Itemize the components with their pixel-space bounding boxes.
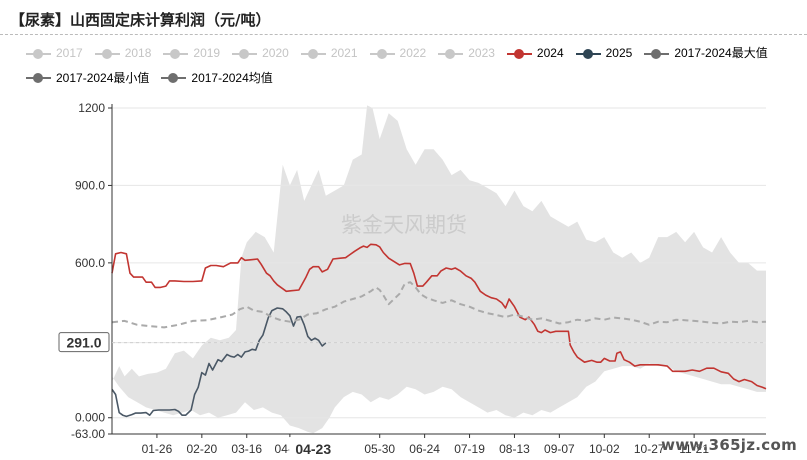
legend-label: 2024: [536, 46, 564, 60]
legend-label: 2018: [124, 46, 152, 60]
legend-swatch-icon: [369, 48, 395, 59]
chart-legend: 2017 2018 2019 2020 2021 2022 2023 2024 2025 2017…: [26, 42, 796, 91]
legend-swatch-icon: [161, 73, 187, 83]
title-divider: [0, 34, 807, 35]
x-tick-label: 03-16: [231, 442, 262, 456]
x-tick-label: 02-20: [186, 442, 217, 456]
legend-item-2025[interactable]: 2025: [575, 42, 633, 65]
legend-item-2019[interactable]: 2019: [163, 42, 220, 65]
legend-swatch-icon: [26, 73, 51, 83]
legend-item-2017-2024最小值[interactable]: 2017-2024最小值: [26, 67, 149, 90]
x-cursor-box: [289, 437, 338, 459]
legend-swatch-icon: [438, 48, 464, 59]
y-tick-label: 900.0: [75, 178, 105, 192]
x-tick-label: 08-13: [499, 442, 530, 456]
legend-swatch-icon: [232, 48, 258, 59]
x-tick-label: 05-30: [364, 442, 395, 456]
y-tick-label: -63.00: [71, 427, 105, 441]
y-tick-label: 1200: [78, 101, 105, 115]
x-tick-label: 10-02: [589, 442, 620, 456]
series-line-2025: [111, 307, 327, 418]
y-cursor-box: [58, 332, 110, 353]
legend-swatch-icon: [300, 48, 326, 59]
x-tick-label: 11-21: [679, 442, 709, 456]
legend-item-2017-2024最大值[interactable]: 2017-2024最大值: [644, 42, 768, 65]
legend-label: 2017-2024最大值: [674, 46, 768, 60]
y-cursor-label: 291.0: [66, 335, 101, 351]
source-url: www.365jz.com: [661, 436, 797, 454]
legend-item-2021[interactable]: 2021: [300, 42, 358, 65]
legend-swatch-icon: [644, 48, 670, 59]
legend-item-2022[interactable]: 2022: [369, 42, 427, 65]
x-tick-label: 06-24: [409, 442, 440, 456]
legend-item-2023[interactable]: 2023: [438, 42, 495, 65]
legend-swatch-icon: [506, 48, 532, 59]
x-tick-label: 07-19: [454, 442, 485, 456]
legend-swatch-icon: [163, 48, 189, 59]
legend-swatch-icon: [26, 48, 51, 59]
legend-swatch-icon: [94, 48, 120, 59]
min-max-band-layer: [112, 105, 766, 434]
legend-label: 2017-2024均值: [191, 70, 273, 85]
x-cursor-label: 04-23: [295, 441, 331, 457]
chart-title: 【尿素】山西固定床计算利润（元/吨）: [10, 11, 271, 29]
watermark: 紫金天风期货: [341, 213, 467, 237]
y-tick-label: 600.0: [75, 256, 105, 270]
legend-label: 2019: [193, 46, 221, 60]
x-tick-label: 10-27: [634, 442, 665, 456]
legend-label: 2017-2024最小值: [56, 70, 150, 85]
legend-label: 2017: [56, 46, 83, 60]
legend-item-2017-2024均值[interactable]: 2017-2024均值: [161, 67, 273, 90]
legend-item-2024[interactable]: 2024: [506, 42, 564, 65]
series-line-2017-2024均值: [111, 281, 767, 329]
legend-item-2018[interactable]: 2018: [94, 42, 152, 65]
series-line-2024: [111, 243, 767, 390]
legend-swatch-icon: [575, 48, 601, 59]
legend-label: 2025: [605, 46, 633, 60]
legend-label: 2022: [399, 46, 427, 60]
legend-label: 2023: [468, 46, 495, 60]
legend-item-2017[interactable]: 2017: [26, 42, 83, 65]
legend-item-2020[interactable]: 2020: [232, 42, 289, 65]
x-tick-label: 09-07: [544, 442, 575, 456]
min-max-band: [112, 105, 766, 434]
series-layer: [111, 243, 767, 418]
x-tick-label: 01-26: [142, 442, 173, 456]
legend-label: 2021: [330, 46, 358, 60]
legend-label: 2020: [262, 46, 289, 60]
y-tick-label: 0.000: [75, 411, 105, 425]
axis-layer: 1200 900.0 600.0 291.0 0.000 -63.00 01-26 02-20…: [58, 101, 766, 459]
